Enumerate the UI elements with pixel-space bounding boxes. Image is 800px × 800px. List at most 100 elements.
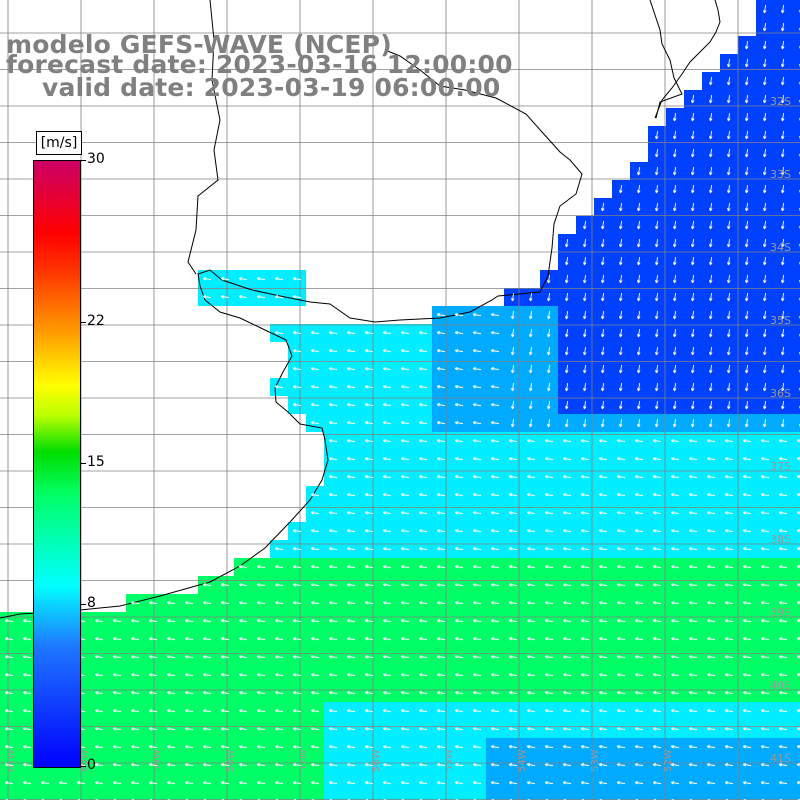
wind-arrow — [382, 655, 392, 659]
wind-arrow — [580, 547, 590, 551]
wind-arrow — [601, 256, 605, 266]
wind-arrow — [637, 382, 641, 392]
wind-arrow — [796, 583, 800, 587]
wind-arrow — [382, 727, 392, 731]
wind-arrow — [274, 583, 284, 587]
wind-arrow — [778, 493, 788, 497]
wind-arrow — [40, 781, 50, 785]
wind-arrow — [328, 673, 338, 677]
wind-arrow — [655, 310, 659, 320]
wind-arrow — [544, 511, 554, 515]
wind-arrow — [490, 529, 500, 533]
wind-arrow — [508, 511, 518, 515]
wind-arrow — [202, 277, 212, 281]
wind-arrow — [727, 58, 731, 68]
wind-arrow — [745, 418, 749, 428]
wind-arrow — [778, 511, 788, 515]
wind-arrow — [724, 493, 734, 497]
wind-arrow — [220, 655, 230, 659]
wind-arrow — [706, 475, 716, 479]
wind-arrow — [418, 367, 428, 371]
wind-arrow — [472, 403, 482, 407]
wind-arrow — [418, 727, 428, 731]
wind-arrow — [724, 727, 734, 731]
wind-arrow — [148, 727, 158, 731]
wind-arrow — [22, 709, 32, 713]
wind-arrow — [547, 400, 551, 410]
wind-arrow — [745, 292, 749, 302]
wind-arrow — [220, 295, 230, 299]
wind-arrow — [742, 763, 752, 767]
wind-arrow — [328, 691, 338, 695]
wind-arrow — [634, 619, 644, 623]
wind-arrow — [601, 418, 605, 428]
wind-arrow — [544, 547, 554, 551]
wind-arrow — [274, 673, 284, 677]
wind-arrow — [706, 457, 716, 461]
wind-arrow — [763, 202, 767, 212]
wind-arrow — [745, 58, 749, 68]
wind-arrow — [418, 583, 428, 587]
wind-arrow — [781, 148, 785, 158]
wind-arrow — [472, 745, 482, 749]
wind-arrow — [472, 601, 482, 605]
wind-arrow — [670, 457, 680, 461]
wind-arrow — [130, 709, 140, 713]
wind-arrow — [544, 709, 554, 713]
wind-arrow — [166, 637, 176, 641]
wind-arrow — [763, 94, 767, 104]
wind-arrow — [688, 781, 698, 785]
wind-arrow — [652, 529, 662, 533]
wind-arrow — [616, 781, 626, 785]
wind-arrow — [511, 400, 515, 410]
wind-arrow — [565, 256, 569, 266]
wind-arrow — [778, 457, 788, 461]
wind-arrow — [529, 346, 533, 356]
wind-arrow — [727, 166, 731, 176]
wind-arrow — [745, 130, 749, 140]
wind-arrow — [328, 655, 338, 659]
wind-arrow — [310, 709, 320, 713]
wind-arrow — [760, 493, 770, 497]
wind-arrow — [130, 727, 140, 731]
wind-arrow — [709, 310, 713, 320]
wind-arrow — [274, 385, 284, 389]
wind-arrow — [562, 727, 572, 731]
wind-arrow — [709, 400, 713, 410]
wind-speed-cell — [792, 594, 800, 612]
wind-arrow — [598, 565, 608, 569]
wind-arrow — [472, 547, 482, 551]
wind-arrow — [670, 583, 680, 587]
wind-arrow — [565, 310, 569, 320]
wind-arrow — [601, 220, 605, 230]
wind-arrow — [328, 457, 338, 461]
wind-arrow — [382, 511, 392, 515]
wind-arrow — [418, 331, 428, 335]
wind-arrow — [637, 346, 641, 356]
wind-arrow — [781, 292, 785, 302]
wind-arrow — [652, 601, 662, 605]
wind-arrow — [436, 655, 446, 659]
wind-arrow — [292, 295, 302, 299]
wind-arrow — [490, 367, 500, 371]
colorbar-tick-mark — [80, 321, 86, 323]
wind-arrow — [22, 673, 32, 677]
wind-arrow — [364, 565, 374, 569]
wind-arrow — [727, 184, 731, 194]
wind-arrow — [778, 763, 788, 767]
wind-arrow — [781, 22, 785, 32]
wind-arrow — [691, 346, 695, 356]
wind-arrow — [166, 763, 176, 767]
wind-arrow — [490, 745, 500, 749]
wind-arrow — [274, 763, 284, 767]
wind-arrow — [184, 673, 194, 677]
wind-speed-cell — [792, 162, 800, 180]
wind-arrow — [583, 256, 587, 266]
wind-arrow — [490, 601, 500, 605]
wind-arrow — [691, 238, 695, 248]
wind-arrow — [400, 763, 410, 767]
wind-arrow — [454, 385, 464, 389]
wind-arrow — [760, 727, 770, 731]
wind-arrow — [130, 619, 140, 623]
